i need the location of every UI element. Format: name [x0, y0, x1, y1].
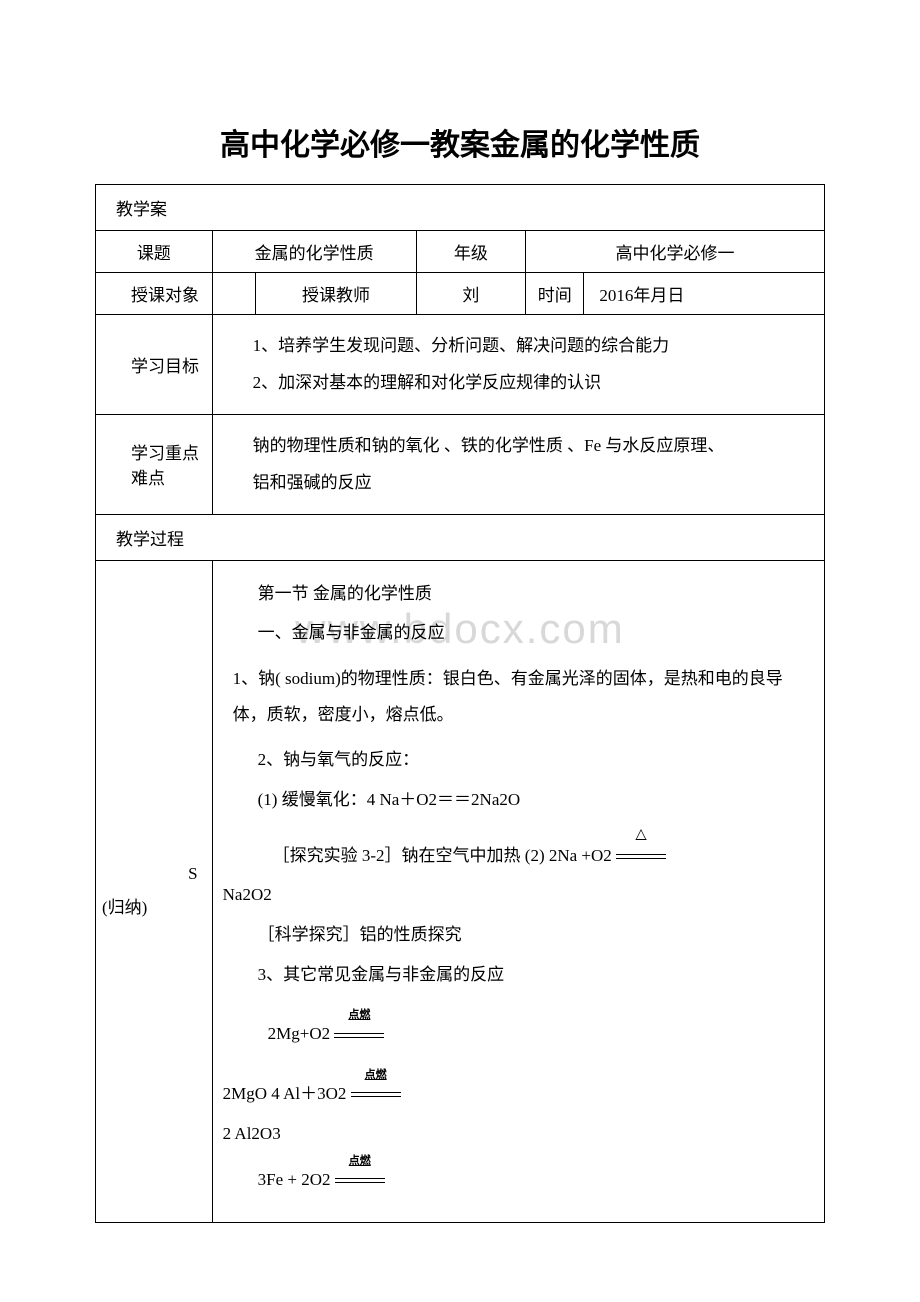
s-letter: S	[102, 857, 206, 891]
goals-content: 1、培养学生发现问题、分析问题、解决问题的综合能力 2、加深对基本的理解和对化学…	[212, 315, 824, 415]
ignite-label-2: 点燃	[365, 1064, 387, 1087]
section-heading-2: 一、金属与非金属的反应	[218, 615, 814, 651]
paragraph-2: 2、钠与氧气的反应：	[218, 742, 814, 778]
page-title: 高中化学必修一教案金属的化学性质	[95, 120, 825, 164]
triangle-label: △	[636, 820, 647, 849]
keypoints-label: 学习重点难点	[96, 414, 213, 514]
table-row-keypoints: 学习重点难点 钠的物理性质和钠的氧化 、铁的化学性质 、Fe 与水反应原理、 铝…	[96, 414, 825, 514]
time-label: 时间	[526, 273, 584, 315]
table-row-content: S (归纳) 第一节 金属的化学性质 一、金属与非金属的反应 1、钠( sodi…	[96, 560, 825, 1223]
time-value: 2016年月日	[584, 273, 825, 315]
goal-2: 2、加深对基本的理解和对化学反应规律的认识	[223, 364, 814, 401]
table-row-topic: 课题 金属的化学性质 年级 高中化学必修一	[96, 231, 825, 273]
s-summary-cell: S (归纳)	[96, 560, 213, 1223]
equation-2: 2MgO 4 Al＋3O2 点燃	[218, 1076, 814, 1112]
equation-symbol-triangle: △	[616, 838, 666, 874]
audience-label: 授课对象	[96, 273, 213, 315]
table-row-header: 教学案	[96, 185, 825, 231]
grade-label: 年级	[416, 231, 525, 273]
eq3-lhs: 3Fe + 2O2	[258, 1170, 331, 1189]
process-label: 教学过程	[96, 514, 825, 560]
s-note: (归纳)	[102, 891, 206, 925]
goals-label: 学习目标	[96, 315, 213, 415]
equation-3: 3Fe + 2O2 点燃	[218, 1162, 814, 1198]
paragraph-6: 3、其它常见金属与非金属的反应	[218, 957, 814, 993]
eq2-lhs2: 2 Al2O3	[218, 1116, 814, 1152]
equation-symbol-ignite-2: 点燃	[351, 1076, 401, 1112]
lesson-plan-table: 教学案 课题 金属的化学性质 年级 高中化学必修一 授课对象 授课教师 刘 时间…	[95, 184, 825, 1223]
topic-value: 金属的化学性质	[212, 231, 416, 273]
grade-value: 高中化学必修一	[526, 231, 825, 273]
topic-label: 课题	[96, 231, 213, 273]
paragraph-4b: Na2O2	[218, 877, 814, 913]
ignite-label-3: 点燃	[349, 1150, 371, 1173]
empty-cell	[212, 273, 256, 315]
table-row-goals: 学习目标 1、培养学生发现问题、分析问题、解决问题的综合能力 2、加深对基本的理…	[96, 315, 825, 415]
equation-symbol-ignite-1: 点燃	[334, 1016, 384, 1052]
goal-1: 1、培养学生发现问题、分析问题、解决问题的综合能力	[223, 327, 814, 364]
equation-symbol-ignite-3: 点燃	[335, 1162, 385, 1198]
keypoints-content: 钠的物理性质和钠的氧化 、铁的化学性质 、Fe 与水反应原理、 铝和强碱的反应	[212, 414, 824, 514]
paragraph-4a: ［探究实验 3-2］钠在空气中加热 (2) 2Na +O2 △	[218, 838, 814, 874]
teacher-label: 授课教师	[256, 273, 416, 315]
table-row-teacher: 授课对象 授课教师 刘 时间 2016年月日	[96, 273, 825, 315]
eq2-lhs1: 2MgO 4 Al＋3O2	[223, 1084, 347, 1103]
teacher-value: 刘	[416, 273, 525, 315]
paragraph-5: ［科学探究］铝的性质探究	[218, 917, 814, 953]
ignite-label-1: 点燃	[348, 1004, 370, 1027]
keypoint-1: 钠的物理性质和钠的氧化 、铁的化学性质 、Fe 与水反应原理、	[223, 427, 814, 464]
table-row-process: 教学过程	[96, 514, 825, 560]
paragraph-3: (1) 缓慢氧化：4 Na＋O2＝＝2Na2O	[218, 782, 814, 818]
equation-1: 2Mg+O2 点燃	[218, 1016, 814, 1052]
section-heading-1: 第一节 金属的化学性质	[218, 576, 814, 612]
exp-text: ［探究实验 3-2］钠在空气中加热 (2) 2Na +O2	[273, 846, 612, 865]
paragraph-1: 1、钠( sodium)的物理性质：银白色、有金属光泽的固体，是热和电的良导体，…	[218, 661, 814, 732]
teaching-plan-label: 教学案	[96, 185, 825, 231]
keypoint-2: 铝和强碱的反应	[223, 464, 814, 501]
main-content: 第一节 金属的化学性质 一、金属与非金属的反应 1、钠( sodium)的物理性…	[212, 560, 824, 1223]
eq1-lhs: 2Mg+O2	[268, 1024, 330, 1043]
